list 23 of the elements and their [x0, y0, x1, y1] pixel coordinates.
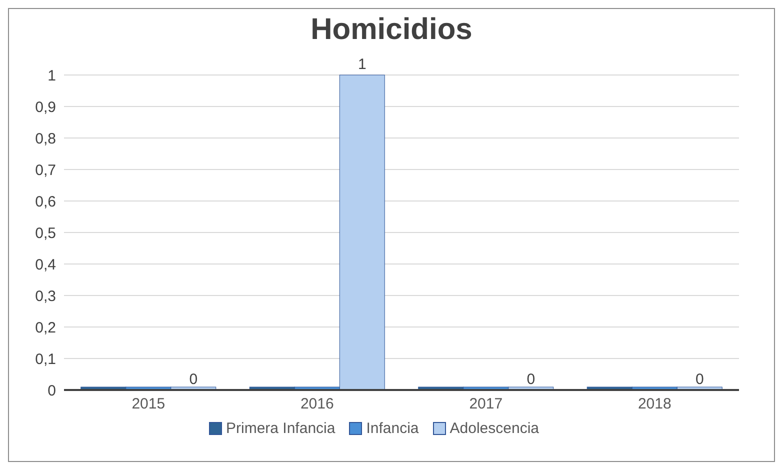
- legend-label: Primera Infancia: [225, 420, 336, 437]
- y-tick-label: 0,5: [35, 224, 56, 242]
- y-tick-label: 0: [48, 382, 56, 400]
- y-tick-label: 0,4: [35, 256, 56, 274]
- y-tick-label: 0,8: [35, 130, 56, 148]
- data-label: 0: [526, 371, 536, 388]
- x-tick-label: 2017: [469, 396, 503, 413]
- chart-title: Homicidios: [310, 13, 474, 47]
- legend-label: Adolescencia: [448, 420, 539, 437]
- legend-label: Infancia: [365, 420, 419, 437]
- y-tick-label: 0,3: [35, 288, 56, 305]
- y-tick-label: 0,1: [35, 350, 56, 368]
- y-tick-label: 1: [48, 67, 56, 84]
- x-tick-label: 2016: [300, 396, 334, 413]
- y-tick-label: 0,2: [35, 319, 56, 336]
- data-label: 0: [189, 371, 198, 388]
- x-tick-label: 2015: [132, 396, 166, 413]
- x-tick-label: 2018: [638, 396, 672, 413]
- y-tick-label: 0,7: [35, 162, 56, 179]
- data-label: 0: [695, 371, 704, 388]
- y-tick-label: 0,9: [35, 98, 56, 116]
- data-label: 1: [358, 56, 366, 73]
- y-tick-label: 0,6: [35, 193, 56, 210]
